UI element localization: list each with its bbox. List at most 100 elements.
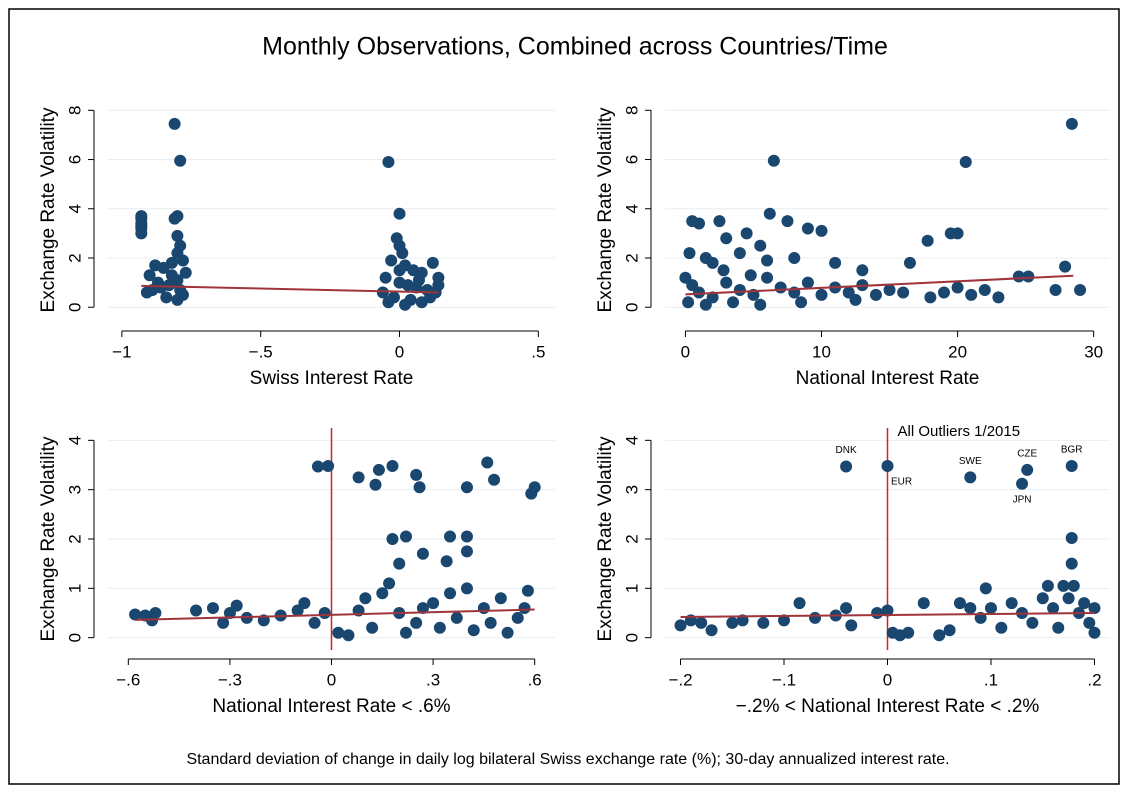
point [427, 597, 440, 610]
point [342, 629, 355, 642]
point [840, 460, 853, 473]
point [1083, 616, 1096, 629]
x-tick-label: 0 [395, 342, 404, 361]
x-tick-label: .3 [426, 670, 440, 689]
point [160, 291, 173, 304]
x-tick-label: −1 [112, 342, 131, 361]
fit-line [135, 608, 535, 621]
point [829, 256, 842, 269]
point [460, 530, 473, 543]
point [984, 602, 997, 615]
x-tick-label: −.6 [116, 670, 140, 689]
point [359, 592, 372, 605]
x-tick-label: 0 [681, 342, 690, 361]
fit-line [685, 274, 1074, 296]
point [410, 616, 423, 629]
fit-line [680, 612, 1095, 618]
x-tick-label: 0 [327, 670, 336, 689]
point [393, 207, 406, 220]
point [176, 254, 189, 267]
x-tick-label: .6 [528, 670, 542, 689]
point [856, 264, 869, 277]
point [1065, 532, 1078, 545]
point [1062, 592, 1075, 605]
point [1052, 621, 1065, 634]
point [706, 256, 719, 269]
point [171, 293, 184, 306]
point [1057, 579, 1070, 592]
point [757, 616, 770, 629]
point [793, 597, 806, 610]
point [412, 274, 425, 287]
point [761, 271, 774, 284]
point [393, 557, 406, 570]
point [754, 239, 767, 252]
point [953, 597, 966, 610]
point [396, 247, 409, 260]
x-tick-label: −.2 [668, 670, 692, 689]
point [444, 587, 457, 600]
point [726, 616, 739, 629]
figure-note: Standard deviation of change in daily lo… [186, 751, 949, 768]
point [720, 232, 733, 245]
point [921, 234, 934, 247]
point [699, 298, 712, 311]
y-tick-label: 4 [65, 436, 84, 445]
x-tick-label: 10 [812, 342, 831, 361]
point [871, 607, 884, 619]
point [460, 545, 473, 558]
point [135, 220, 148, 232]
point [693, 286, 706, 299]
point [795, 296, 808, 309]
point [217, 616, 230, 629]
point [943, 624, 956, 637]
point [902, 626, 915, 639]
point [140, 286, 153, 299]
point [332, 626, 345, 639]
x-tick-label: .1 [984, 670, 998, 689]
point [366, 621, 379, 634]
point [733, 247, 746, 260]
point [727, 296, 740, 309]
y-tick-label: 2 [65, 534, 84, 543]
x-tick-label: 30 [1084, 342, 1103, 361]
point [1022, 270, 1035, 283]
point [1074, 284, 1087, 296]
point-label: DNK [836, 445, 857, 456]
point [801, 276, 814, 289]
point [410, 468, 423, 481]
point-label: CZE [1017, 449, 1037, 460]
point [778, 614, 791, 627]
y-tick-label: 8 [622, 106, 641, 115]
y-tick-label: 1 [65, 584, 84, 593]
y-tick-label: 0 [622, 633, 641, 642]
x-tick-label: .2 [1087, 670, 1101, 689]
x-tick-label: −.3 [218, 670, 242, 689]
figure-title: Monthly Observations, Combined across Co… [262, 33, 888, 61]
y-tick-label: 2 [65, 253, 84, 262]
point [174, 154, 187, 167]
point [382, 156, 395, 168]
point [440, 555, 453, 568]
point [308, 616, 321, 629]
point [951, 227, 964, 240]
point [400, 530, 412, 543]
x-tick-label: .5 [531, 342, 545, 361]
point-label: EUR [891, 477, 912, 488]
point [311, 460, 324, 473]
point [964, 602, 977, 615]
x-axis-title: National Interest Rate [796, 368, 980, 389]
point [1059, 260, 1072, 273]
point [1016, 477, 1029, 490]
point [399, 298, 412, 311]
point [494, 592, 507, 605]
point [781, 215, 794, 228]
point [1065, 557, 1078, 570]
point [744, 269, 757, 282]
point [733, 284, 746, 296]
point [230, 599, 243, 612]
point [1005, 597, 1018, 610]
point [740, 227, 753, 240]
point-label: SWE [959, 456, 982, 467]
point [713, 215, 726, 228]
